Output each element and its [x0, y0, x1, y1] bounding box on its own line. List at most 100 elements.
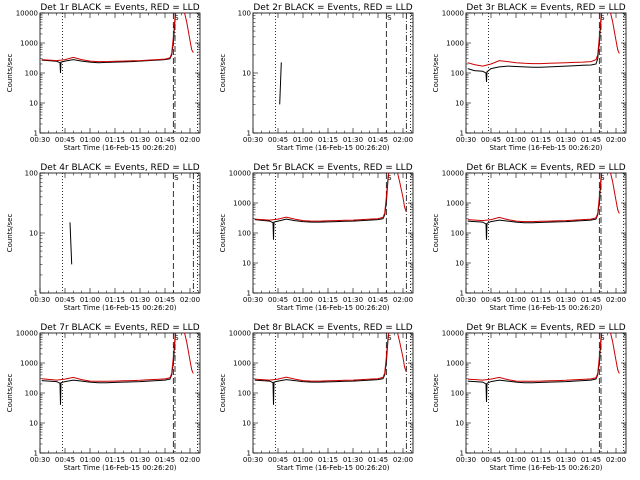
x-tick-label: 01:15: [318, 296, 338, 304]
y-axis-label: Counts/sec: [219, 214, 227, 253]
y-tick-label: 10: [242, 420, 251, 428]
x-tick-label: 00:45: [55, 136, 75, 144]
x-tick-label: 01:45: [368, 136, 388, 144]
x-tick-label: 01:45: [155, 296, 175, 304]
y-tick-label: 100: [25, 390, 38, 398]
series-line-lld: [41, 13, 194, 63]
series-line-lld: [467, 13, 620, 67]
chart-panel: Det 8r BLACK = Events, RED = LLD 1 10 100 10…: [219, 323, 414, 472]
x-tick-label: 02:00: [180, 296, 200, 304]
chart-title: Det 1r BLACK = Events, RED = LLD: [40, 3, 199, 13]
plot-frame: [252, 332, 414, 454]
x-tick-label: 00:30: [243, 456, 263, 464]
chart-panel: Det 4r BLACK = Events, RED = LLD 1 10 100 00…: [6, 163, 201, 312]
y-tick-label: 100: [238, 230, 251, 238]
plot-frame: [465, 12, 627, 134]
y-axis-label: Counts/sec: [219, 54, 227, 93]
y-tick-label: 1: [460, 290, 464, 298]
y-tick-label: 10: [455, 260, 464, 268]
series-line-lld: [254, 173, 407, 222]
y-tick-label: 10: [455, 420, 464, 428]
flag-label: S: [387, 334, 392, 342]
y-tick-label: 1000: [446, 40, 464, 48]
series-line-events: [254, 333, 390, 405]
x-tick-label: 01:00: [293, 136, 313, 144]
chart-title: Det 5r BLACK = Events, RED = LLD: [253, 163, 412, 173]
x-tick-label: 00:30: [456, 456, 476, 464]
x-tick-label: 00:30: [456, 296, 476, 304]
y-axis-label: Counts/sec: [219, 374, 227, 413]
y-tick-label: 1000: [20, 40, 38, 48]
series-line-lld: [41, 333, 194, 382]
flag-label: S: [600, 174, 605, 182]
chart-panel: Det 6r BLACK = Events, RED = LLD 1 10 100 10…: [432, 163, 627, 312]
x-axis-label: Start Time (16-Feb-15 00:26:20): [276, 304, 389, 312]
x-tick-label: 01:00: [80, 296, 100, 304]
y-tick-label: 10000: [16, 330, 38, 338]
x-tick-label: 00:45: [268, 296, 288, 304]
y-tick-label: 10000: [442, 330, 464, 338]
x-tick-label: 01:15: [531, 296, 551, 304]
x-tick-label: 01:00: [506, 296, 526, 304]
x-tick-label: 01:15: [105, 296, 125, 304]
x-tick-label: 01:30: [343, 296, 363, 304]
chart-title: Det 6r BLACK = Events, RED = LLD: [466, 163, 625, 173]
x-tick-label: 00:45: [481, 296, 501, 304]
y-tick-label: 10: [29, 230, 38, 238]
x-tick-label: 01:45: [155, 136, 175, 144]
y-tick-label: 100: [25, 170, 38, 178]
series-line-events: [69, 222, 73, 265]
x-tick-label: 01:30: [130, 136, 150, 144]
y-tick-label: 10: [455, 100, 464, 108]
y-tick-label: 1: [247, 290, 251, 298]
x-tick-label: 02:00: [180, 456, 200, 464]
x-tick-label: 01:15: [105, 456, 125, 464]
chart-panel: Det 5r BLACK = Events, RED = LLD 1 10 100 10…: [219, 163, 414, 312]
x-tick-label: 01:30: [556, 296, 576, 304]
flag-label: S: [174, 334, 179, 342]
x-tick-label: 01:30: [343, 136, 363, 144]
y-tick-label: 1000: [233, 360, 251, 368]
y-tick-label: 1: [460, 130, 464, 138]
x-tick-label: 01:30: [130, 456, 150, 464]
flag-label: S: [387, 14, 392, 22]
y-tick-label: 100: [25, 70, 38, 78]
plot-frame: [465, 172, 627, 294]
y-tick-label: 1: [247, 130, 251, 138]
series-line-events: [41, 333, 177, 405]
y-tick-label: 1: [247, 450, 251, 458]
y-tick-label: 1000: [233, 200, 251, 208]
flag-label: S: [174, 174, 179, 182]
y-tick-label: 10000: [442, 170, 464, 178]
y-tick-label: 10000: [229, 330, 251, 338]
y-axis-label: Counts/sec: [6, 54, 14, 93]
y-tick-label: 10: [242, 70, 251, 78]
x-tick-label: 00:45: [268, 136, 288, 144]
x-tick-label: 01:30: [556, 456, 576, 464]
y-tick-label: 1000: [20, 360, 38, 368]
y-tick-label: 10: [29, 100, 38, 108]
chart-panel: Det 3r BLACK = Events, RED = LLD 1 10 100 10…: [432, 3, 627, 152]
series-line-events: [467, 13, 603, 83]
x-tick-label: 00:45: [481, 136, 501, 144]
y-axis-label: Counts/sec: [6, 214, 14, 253]
x-axis-label: Start Time (16-Feb-15 00:26:20): [63, 304, 176, 312]
x-tick-label: 01:30: [343, 456, 363, 464]
x-axis-label: Start Time (16-Feb-15 00:26:20): [489, 304, 602, 312]
flag-label: S: [600, 334, 605, 342]
plot-frame: [252, 12, 414, 134]
x-tick-label: 00:30: [243, 136, 263, 144]
chart-title: Det 2r BLACK = Events, RED = LLD: [253, 3, 412, 13]
x-tick-label: 01:30: [556, 136, 576, 144]
x-tick-label: 01:45: [581, 456, 601, 464]
x-tick-label: 02:00: [180, 136, 200, 144]
y-tick-label: 100: [451, 390, 464, 398]
y-tick-label: 100: [238, 390, 251, 398]
x-tick-label: 00:30: [243, 296, 263, 304]
x-tick-label: 02:00: [606, 456, 626, 464]
x-tick-label: 01:15: [531, 136, 551, 144]
x-tick-label: 01:15: [318, 136, 338, 144]
x-axis-label: Start Time (16-Feb-15 00:26:20): [489, 144, 602, 152]
flag-label: S: [387, 174, 392, 182]
